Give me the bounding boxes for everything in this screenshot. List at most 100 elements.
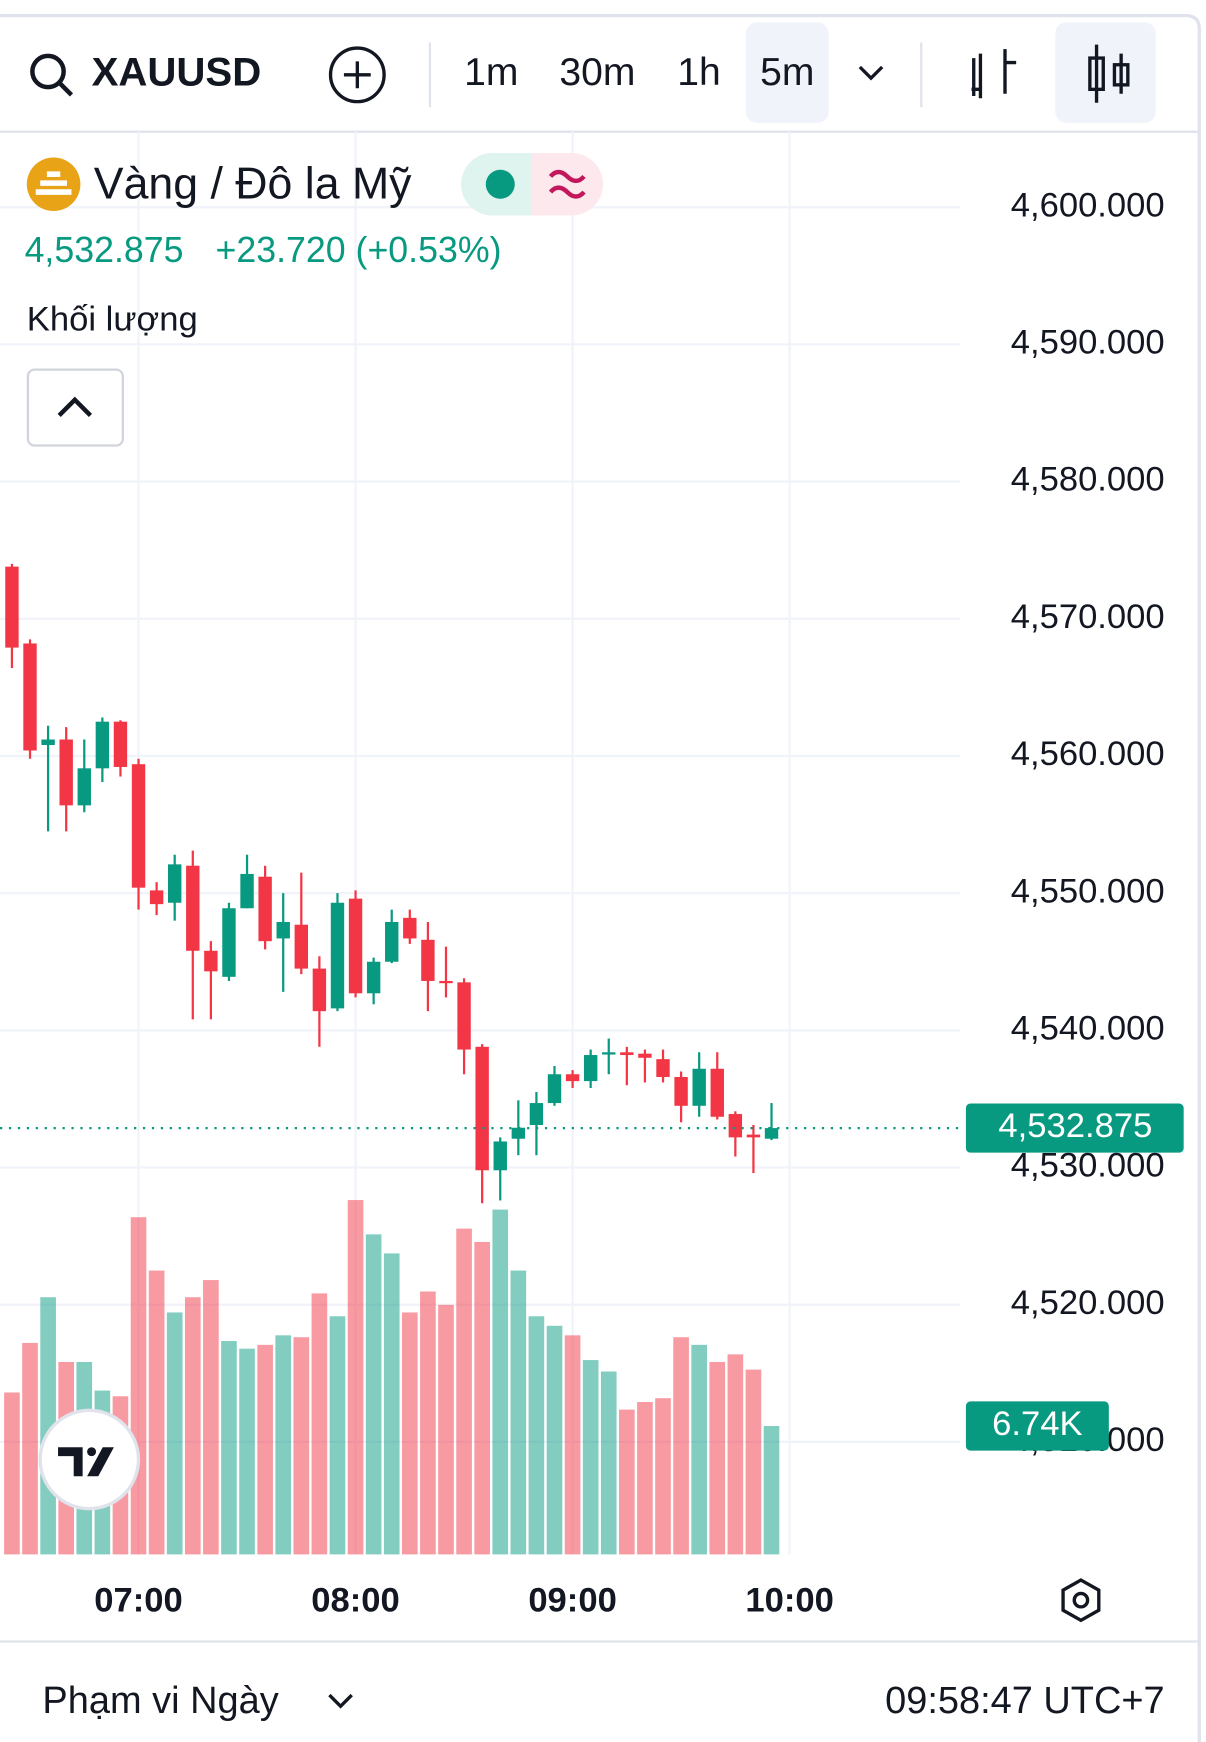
candle-body [439, 980, 453, 984]
interval[interactable]: 5m [760, 51, 814, 94]
last-price-label: 4,532.875 [998, 1107, 1152, 1145]
symbol[interactable]: XAUUSD [92, 49, 262, 94]
volume-bar [763, 1426, 780, 1555]
candle-body [764, 1128, 779, 1139]
settings-icon [1072, 1591, 1090, 1609]
volume-bar [546, 1325, 563, 1555]
candle-icon[interactable] [1094, 44, 1123, 103]
volume-title: Khối lượng [27, 301, 198, 339]
candle-body [276, 921, 290, 939]
bars-icon[interactable] [971, 49, 1017, 99]
candle-body [204, 950, 218, 972]
interval[interactable]: 30m [559, 51, 635, 94]
frame [0, 13, 1201, 1742]
candle-body [529, 1103, 544, 1126]
volume-bar [4, 1392, 20, 1555]
candle-body [77, 768, 91, 806]
volume-bar [383, 1253, 400, 1555]
volume-bar [619, 1409, 635, 1555]
y-tick-label: 4,560.000 [1011, 735, 1165, 773]
candle-body [41, 739, 55, 745]
candle-body [95, 721, 110, 769]
volume-bar [293, 1337, 310, 1555]
candle-body [602, 1052, 616, 1055]
y-tick-label: 4,540.000 [1011, 1009, 1165, 1047]
volume-bar [727, 1354, 744, 1555]
candle-body [131, 764, 146, 888]
candle-body [728, 1114, 743, 1138]
add-icon [343, 61, 371, 89]
candle-body [385, 921, 399, 962]
y-tick-label: 4,590.000 [1011, 324, 1165, 362]
volume-bar [148, 1270, 165, 1555]
date-range[interactable]: Phạm vi Ngày [42, 1680, 278, 1722]
volume-bar [564, 1335, 581, 1555]
clock[interactable]: 09:58:47 UTC+7 [885, 1680, 1165, 1722]
candle-body [457, 982, 471, 1050]
volume-bar [438, 1304, 454, 1555]
volume-bar [221, 1341, 237, 1555]
volume-bar [600, 1371, 617, 1555]
volume-bar [637, 1401, 653, 1555]
search-icon [57, 81, 74, 97]
volume-bar [655, 1398, 671, 1555]
plot: 07:0008:0009:0010:004,510.0004,520.0004,… [0, 131, 1184, 1620]
candle-body [23, 643, 37, 751]
volume-bar [257, 1344, 273, 1555]
candle-body [493, 1141, 507, 1171]
x-tick-label: 09:00 [528, 1582, 617, 1620]
candle-body [511, 1127, 526, 1139]
symbol-logo [35, 171, 72, 195]
x-tick-label: 08:00 [311, 1582, 400, 1620]
candle-body [421, 939, 435, 981]
volume-bar [691, 1344, 707, 1555]
candle-body [674, 1076, 688, 1106]
tv-logo [38, 1408, 141, 1511]
candle-body [330, 902, 345, 1009]
volume-bar [22, 1342, 38, 1555]
tv-logo[interactable] [38, 1408, 141, 1511]
y-tick-label: 4,580.000 [1011, 461, 1165, 499]
volume-tag [965, 1401, 1109, 1451]
volume-bar [275, 1335, 292, 1555]
candle-body [565, 1074, 580, 1082]
volume-bar [184, 1297, 201, 1555]
active-interval-bg [745, 22, 829, 123]
price-change: +23.720 (+0.53%) [216, 230, 502, 270]
candle-body [348, 898, 363, 994]
volume-bar [130, 1217, 147, 1555]
volume-bar [239, 1348, 255, 1555]
settings-icon[interactable] [1061, 1578, 1101, 1623]
interval[interactable]: 1h [677, 51, 720, 94]
candle-body [59, 739, 73, 806]
delayed-icon [548, 169, 586, 199]
candle-body [583, 1055, 598, 1082]
candle-icon [1112, 63, 1130, 87]
interval-dropdown[interactable] [858, 65, 884, 81]
candle-body [746, 1134, 761, 1138]
x-tick-label: 10:00 [745, 1582, 834, 1620]
collapse-button[interactable] [26, 368, 124, 447]
search-icon[interactable] [30, 53, 66, 90]
candle-body [366, 961, 381, 994]
volume-bar [474, 1241, 490, 1555]
volume-bar [401, 1312, 418, 1555]
candle-body [113, 721, 128, 767]
volume-bar [456, 1228, 472, 1555]
add-button[interactable] [328, 46, 386, 104]
candle-icon [1088, 56, 1105, 92]
candle-body [5, 566, 19, 648]
volume-bar [420, 1291, 436, 1555]
candle-body [692, 1068, 706, 1106]
range-dropdown [328, 1693, 353, 1709]
market-open-dot [485, 169, 515, 199]
volume-bar [329, 1316, 346, 1555]
candle-body [656, 1059, 670, 1077]
volume-bar [166, 1312, 183, 1555]
toolbar: XAUUSD 1m 30m 1h 5m [30, 22, 1156, 123]
volume-bar [745, 1369, 762, 1555]
interval[interactable]: 1m [464, 51, 518, 94]
volume-label: 6.74K [992, 1405, 1082, 1443]
